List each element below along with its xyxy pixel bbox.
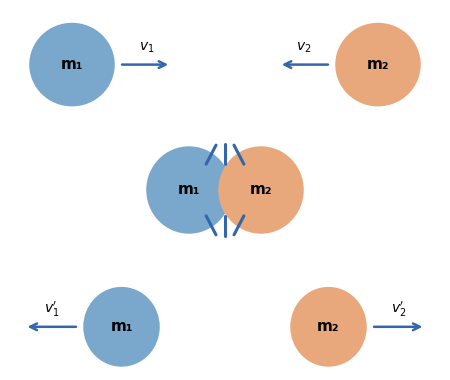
- Text: m₁: m₁: [61, 57, 83, 72]
- Ellipse shape: [290, 287, 367, 367]
- Ellipse shape: [218, 146, 304, 234]
- Text: $v_1'$: $v_1'$: [44, 300, 59, 319]
- Text: $v_2'$: $v_2'$: [391, 300, 406, 319]
- Ellipse shape: [83, 287, 160, 367]
- Text: m₂: m₂: [250, 182, 272, 198]
- Ellipse shape: [335, 23, 421, 106]
- Text: $v_1$: $v_1$: [139, 40, 154, 55]
- Text: m₂: m₂: [367, 57, 389, 72]
- Text: m₁: m₁: [110, 319, 133, 334]
- Text: m₂: m₂: [317, 319, 340, 334]
- Ellipse shape: [146, 146, 232, 234]
- Ellipse shape: [29, 23, 115, 106]
- Text: m₁: m₁: [178, 182, 200, 198]
- Text: $v_2$: $v_2$: [296, 40, 311, 55]
